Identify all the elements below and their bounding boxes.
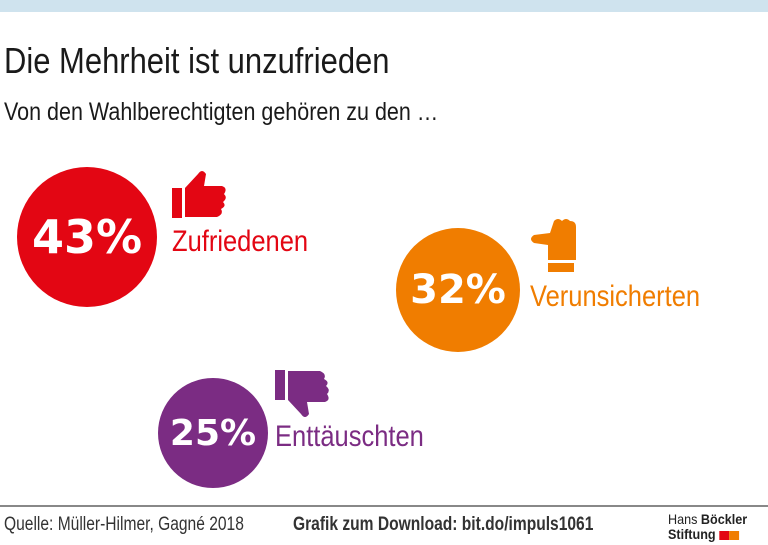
footer-divider: [0, 505, 768, 507]
bubble-zufriedenen: 43%: [17, 167, 157, 307]
subtitle: Von den Wahlberechtigten gehören zu den …: [4, 98, 439, 126]
value-label: 32%: [410, 267, 506, 313]
thumbs-up-icon: [172, 171, 226, 218]
label-zufriedenen: Zufriedenen: [172, 225, 309, 258]
page-title: Die Mehrheit ist unzufrieden: [4, 40, 390, 81]
bubble-verunsicherten: 32%: [396, 228, 520, 352]
logo-text: Stiftung: [668, 526, 716, 542]
value-label: 25%: [169, 412, 257, 454]
download-link[interactable]: Grafik zum Download: bit.do/impuls1061: [293, 514, 594, 535]
hans-boeckler-logo: Hans Böckler Stiftung: [668, 512, 747, 542]
logo-text: Hans: [668, 511, 698, 527]
value-label: 43%: [31, 210, 143, 264]
top-bar: [0, 0, 768, 12]
source-text: Quelle: Müller-Hilmer, Gagné 2018: [4, 514, 244, 535]
thumbs-down-icon: [275, 370, 329, 417]
thumbs-sideways-icon: [531, 219, 576, 272]
label-enttaeuschten: Enttäuschten: [275, 420, 424, 453]
logo-orange-square: [728, 530, 739, 540]
label-verunsicherten: Verunsicherten: [530, 280, 701, 313]
logo-text: Böckler: [700, 511, 748, 527]
bubble-enttaeuschten: 25%: [158, 378, 268, 488]
logo-red-square: [719, 530, 729, 540]
